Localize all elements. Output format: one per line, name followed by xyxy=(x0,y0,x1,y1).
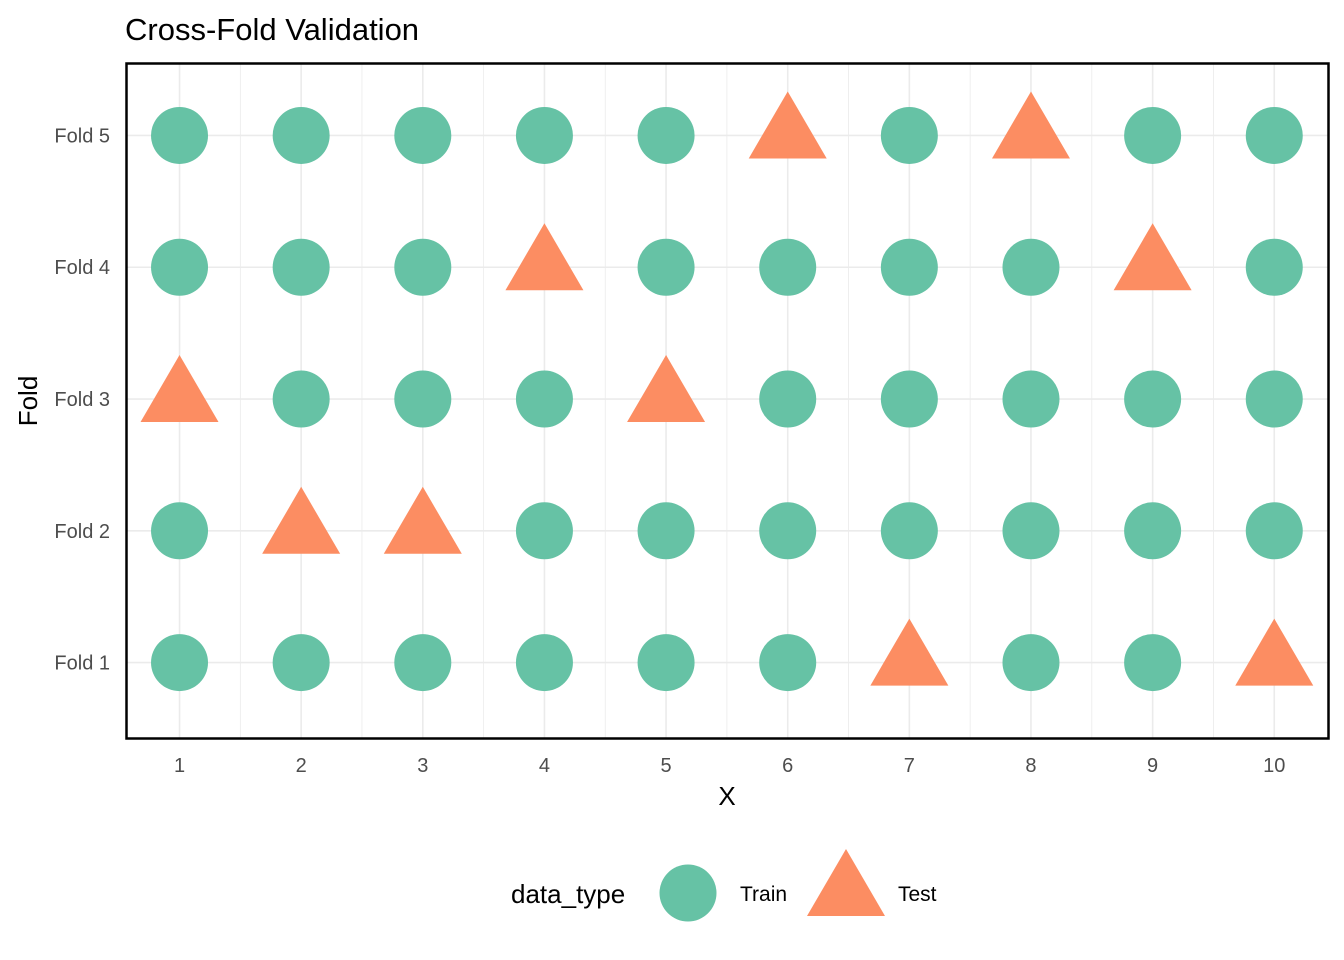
y-axis-ticks: Fold 1 Fold 2 Fold 3 Fold 4 Fold 5 xyxy=(54,125,110,674)
train-point-circle xyxy=(394,370,452,428)
x-tick-label: 7 xyxy=(904,755,915,777)
test-point-triangle xyxy=(748,91,827,159)
x-axis-ticks: 1 2 3 4 5 6 7 8 9 10 xyxy=(174,755,1285,777)
train-point-circle xyxy=(1002,238,1060,296)
train-point-circle xyxy=(151,502,209,560)
train-point-circle xyxy=(515,106,573,164)
y-tick-label: Fold 4 xyxy=(54,257,110,279)
train-point-circle xyxy=(151,238,209,296)
y-tick-label: Fold 1 xyxy=(54,653,110,675)
train-point-circle xyxy=(515,502,573,560)
y-axis-title: Fold xyxy=(13,376,43,427)
data-points xyxy=(140,91,1314,692)
train-point-circle xyxy=(759,238,817,296)
train-point-circle xyxy=(759,370,817,428)
train-point-circle xyxy=(637,502,695,560)
legend-test-triangle-icon xyxy=(807,849,885,916)
train-point-circle xyxy=(515,634,573,692)
legend-train-label: Train xyxy=(740,883,787,906)
train-point-circle xyxy=(515,370,573,428)
legend-test-label: Test xyxy=(898,883,937,906)
train-point-circle xyxy=(1002,502,1060,560)
train-point-circle xyxy=(1002,634,1060,692)
train-point-circle xyxy=(1245,370,1303,428)
train-point-circle xyxy=(880,106,938,164)
y-tick-label: Fold 2 xyxy=(54,521,110,543)
x-tick-label: 3 xyxy=(417,755,428,777)
x-tick-label: 2 xyxy=(296,755,307,777)
train-point-circle xyxy=(1245,502,1303,560)
train-point-circle xyxy=(1124,370,1182,428)
train-point-circle xyxy=(880,502,938,560)
panel-border xyxy=(125,62,1330,740)
train-point-circle xyxy=(880,370,938,428)
test-point-triangle xyxy=(505,223,584,291)
train-point-circle xyxy=(637,106,695,164)
legend: data_type Train Test xyxy=(511,849,937,922)
train-point-circle xyxy=(1124,634,1182,692)
test-point-triangle xyxy=(1113,223,1192,291)
y-tick-label: Fold 5 xyxy=(54,125,110,147)
train-point-circle xyxy=(394,238,452,296)
x-tick-label: 6 xyxy=(782,755,793,777)
train-point-circle xyxy=(151,634,209,692)
train-point-circle xyxy=(637,238,695,296)
train-point-circle xyxy=(880,238,938,296)
train-point-circle xyxy=(637,634,695,692)
x-tick-label: 10 xyxy=(1263,755,1285,777)
y-tick-label: Fold 3 xyxy=(54,389,110,411)
train-point-circle xyxy=(1245,106,1303,164)
train-point-circle xyxy=(759,502,817,560)
train-point-circle xyxy=(1124,106,1182,164)
train-point-circle xyxy=(759,634,817,692)
x-tick-label: 9 xyxy=(1147,755,1158,777)
test-point-triangle xyxy=(1235,618,1314,686)
train-point-circle xyxy=(272,634,330,692)
test-point-triangle xyxy=(383,486,462,554)
legend-title: data_type xyxy=(511,879,625,909)
x-tick-label: 1 xyxy=(174,755,185,777)
test-point-triangle xyxy=(262,486,341,554)
test-point-triangle xyxy=(140,355,219,423)
train-point-circle xyxy=(394,634,452,692)
train-point-circle xyxy=(272,370,330,428)
legend-train-circle-icon xyxy=(659,864,717,922)
x-tick-label: 4 xyxy=(539,755,550,777)
train-point-circle xyxy=(1002,370,1060,428)
test-point-triangle xyxy=(627,355,706,423)
train-point-circle xyxy=(272,238,330,296)
chart-title: Cross-Fold Validation xyxy=(125,12,419,47)
train-point-circle xyxy=(151,106,209,164)
train-point-circle xyxy=(1245,238,1303,296)
x-tick-label: 8 xyxy=(1025,755,1036,777)
train-point-circle xyxy=(394,106,452,164)
test-point-triangle xyxy=(991,91,1070,159)
test-point-triangle xyxy=(870,618,949,686)
train-point-circle xyxy=(1124,502,1182,560)
x-tick-label: 5 xyxy=(661,755,672,777)
x-axis-title: X xyxy=(718,781,735,811)
train-point-circle xyxy=(272,106,330,164)
